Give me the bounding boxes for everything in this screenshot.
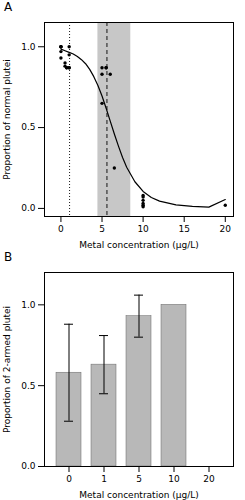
- svg-text:1.0: 1.0: [21, 300, 36, 310]
- svg-text:5: 5: [99, 224, 105, 234]
- svg-text:Metal concentration (μg/L): Metal concentration (μg/L): [79, 240, 198, 250]
- svg-text:Proportion of 2-armed plutei: Proportion of 2-armed plutei: [2, 306, 12, 433]
- svg-text:1: 1: [101, 474, 107, 484]
- svg-text:0: 0: [66, 474, 72, 484]
- svg-text:0.0: 0.0: [21, 461, 36, 471]
- svg-text:15: 15: [178, 224, 189, 234]
- svg-text:0.0: 0.0: [21, 203, 36, 213]
- svg-text:10: 10: [168, 474, 180, 484]
- svg-text:Proportion of normal plutei: Proportion of normal plutei: [2, 59, 12, 180]
- svg-text:20: 20: [220, 224, 232, 234]
- svg-text:0: 0: [58, 224, 64, 234]
- svg-text:0.5: 0.5: [21, 381, 35, 391]
- html-text:A: A: [4, 0, 13, 14]
- svg-text:1.0: 1.0: [21, 42, 36, 52]
- svg-text:5: 5: [136, 474, 142, 484]
- svg-text:Metal concentration (μg/L): Metal concentration (μg/L): [79, 490, 198, 500]
- svg-text:10: 10: [137, 224, 149, 234]
- svg-text:0.5: 0.5: [21, 122, 35, 132]
- svg-text:20: 20: [203, 474, 215, 484]
- html-text:B: B: [4, 250, 13, 264]
